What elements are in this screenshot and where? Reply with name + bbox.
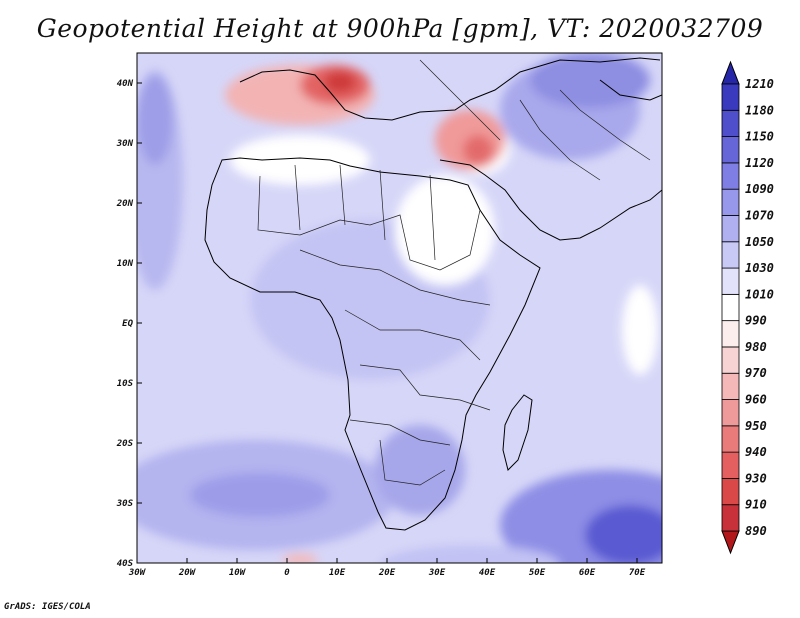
colorbar-level-label: 1050: [745, 235, 774, 249]
coastlines: [204, 57, 662, 531]
colorbar-level-label: 890: [745, 524, 767, 538]
colorbar-level-label: 930: [745, 471, 767, 485]
lat-tick-label: 10S: [117, 379, 134, 389]
colorbar-swatch: [721, 425, 740, 453]
lat-tick-label: 20S: [116, 439, 134, 449]
colorbar-swatch: [721, 83, 740, 111]
colorbar-swatch: [721, 320, 740, 348]
colorbar-level-label: 970: [745, 366, 767, 380]
lon-tick-label: 30W: [128, 568, 147, 578]
colorbar-swatch: [721, 293, 740, 322]
colorbar-level-label: 1070: [745, 208, 774, 222]
colorbar-level-label: 1120: [745, 156, 774, 170]
colorbar-swatch: [721, 399, 740, 427]
lon-tick-label: 40E: [479, 568, 496, 578]
colorbar-level-label: 1010: [745, 287, 774, 301]
colorbar-level-label: 1180: [745, 103, 774, 117]
colorbar-swatch: [721, 215, 740, 243]
colorbar-swatch: [721, 346, 740, 374]
lat-tick-label: 40S: [117, 559, 134, 569]
lon-axis: 30W 20W 10W 0 10E 20E 30E 40E 50E 60E 70E: [128, 558, 646, 578]
lon-tick-label: 10W: [229, 568, 247, 578]
colorbar-swatch: [721, 267, 740, 295]
colorbar-swatch: [721, 136, 740, 164]
colorbar-level-label: 1030: [745, 261, 774, 275]
colorbar-level-label: 950: [745, 419, 767, 433]
colorbar-swatch: [721, 241, 740, 269]
lat-tick-label: 10N: [117, 259, 134, 269]
height-field: [137, 53, 662, 563]
colorbar-swatch: [721, 478, 740, 506]
colorbar-level-label: 910: [745, 498, 767, 512]
lon-tick-label: 30E: [428, 568, 446, 578]
colorbar-swatch: [721, 188, 740, 216]
lon-tick-label: 10E: [329, 568, 346, 578]
plot-frame: [136, 52, 663, 564]
colorbar: 890 910 930 940 950 960 970 980 990 1010 1030 1050 1…: [721, 60, 774, 555]
colorbar-level-label: 1090: [745, 182, 774, 196]
colorbar-level-label: 990: [745, 314, 767, 328]
lat-tick-label: 30S: [116, 499, 134, 509]
lon-tick-label: 70E: [629, 568, 646, 578]
lon-tick-label: 0: [284, 568, 290, 578]
colorbar-level-label: 1210: [745, 77, 774, 91]
lat-axis: 40N 30N 20N 10N EQ 10S 20S 30S 40S: [116, 79, 142, 569]
lon-tick-label: 60E: [579, 568, 596, 578]
lat-tick-label: 40N: [117, 79, 134, 89]
colorbar-max-arrow: [721, 60, 740, 85]
colorbar-swatch: [721, 504, 740, 532]
colorbar-swatch: [721, 451, 740, 479]
lat-tick-label: 30N: [116, 139, 134, 149]
colorbar-level-label: 980: [745, 340, 767, 354]
map-title: Geopotential Height at 900hPa [gpm], VT:…: [36, 14, 764, 43]
lat-tick-label: 20N: [116, 199, 134, 209]
borders: [257, 59, 651, 486]
lat-tick-label: EQ: [122, 319, 133, 329]
credit-text: GrADS: IGES/COLA: [4, 602, 91, 612]
colorbar-swatch: [721, 109, 740, 137]
colorbar-swatch: [721, 162, 740, 190]
colorbar-level-label: 940: [745, 445, 767, 459]
lon-tick-label: 50E: [529, 568, 546, 578]
colorbar-min-arrow: [721, 530, 740, 555]
lon-tick-label: 20W: [178, 568, 197, 578]
colorbar-level-label: 960: [745, 393, 767, 407]
colorbar-level-label: 1150: [745, 130, 774, 144]
colorbar-swatch: [721, 372, 740, 400]
lon-tick-label: 20E: [378, 568, 396, 578]
